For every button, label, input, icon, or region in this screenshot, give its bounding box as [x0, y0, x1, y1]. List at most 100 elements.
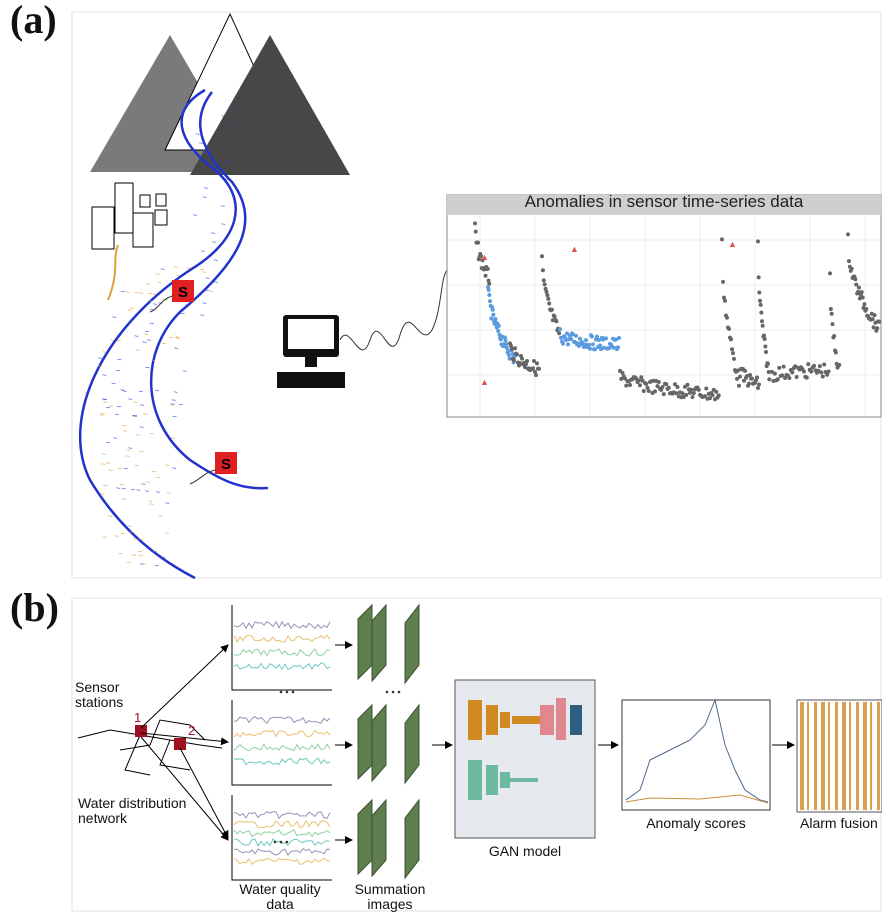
- shape: ~: [170, 401, 175, 410]
- shape: ~: [151, 356, 156, 365]
- shape: ~: [172, 413, 177, 422]
- point: [647, 389, 651, 393]
- shape: [234, 622, 330, 629]
- figure: ~~~~~~~~~~~~~~~~~~~~~~~~~~~~~~~~~~~~~~~~…: [0, 0, 882, 912]
- point: [773, 372, 777, 376]
- point: [806, 362, 810, 366]
- shape: ~: [117, 402, 122, 411]
- shape: ~: [172, 464, 177, 473]
- shape: ~: [165, 529, 170, 538]
- shape: [405, 705, 419, 783]
- point: [541, 268, 545, 272]
- shape: ~: [139, 535, 144, 544]
- label: Alarm fusion: [800, 816, 882, 831]
- station-id: 1: [134, 710, 141, 725]
- point: [628, 383, 632, 387]
- point: [873, 313, 877, 317]
- shape: ~: [113, 434, 118, 443]
- panel-label: (a): [10, 12, 57, 27]
- shape: [358, 605, 372, 679]
- point: [657, 380, 661, 384]
- shape: ~: [125, 452, 130, 461]
- point: [760, 319, 764, 323]
- shape: ~: [176, 272, 181, 281]
- point: [872, 325, 876, 329]
- shape: ~: [122, 421, 127, 430]
- shape: ~: [161, 554, 166, 563]
- point: [574, 334, 578, 338]
- point: [818, 364, 822, 368]
- shape: ~: [155, 561, 160, 570]
- shape: [234, 744, 330, 751]
- point: [764, 350, 768, 354]
- shape: ~: [111, 380, 116, 389]
- shape: ~: [103, 533, 108, 542]
- shape: ~: [195, 130, 200, 139]
- label: Water quality data: [225, 882, 335, 912]
- point: [714, 390, 718, 394]
- shape: ~: [136, 431, 141, 440]
- page: ~~~~~~~~~~~~~~~~~~~~~~~~~~~~~~~~~~~~~~~~…: [0, 0, 882, 912]
- score-plot: [622, 700, 770, 810]
- plot-title: Anomalies in sensor time-series data: [525, 192, 804, 211]
- point: [743, 369, 747, 373]
- point: [561, 342, 565, 346]
- shape: [405, 800, 419, 878]
- shape: ~: [108, 466, 113, 475]
- point: [732, 357, 736, 361]
- shape: ~: [155, 473, 160, 482]
- shape: ~: [117, 356, 122, 365]
- shape: ~: [200, 311, 205, 320]
- shape: ~: [120, 529, 125, 538]
- panel-label: (b): [10, 600, 59, 615]
- point: [763, 345, 767, 349]
- point: [758, 299, 762, 303]
- shape: ~: [227, 121, 232, 130]
- shape: ~: [204, 184, 209, 193]
- shape: ~: [145, 478, 150, 487]
- shape: ~: [108, 402, 113, 411]
- shape: ~: [139, 289, 144, 298]
- shape: ~: [201, 247, 206, 256]
- point: [834, 350, 838, 354]
- shape: ~: [102, 348, 107, 357]
- shape: ▲: [480, 252, 489, 262]
- point: [578, 337, 582, 341]
- point: [546, 297, 550, 301]
- shape: ~: [160, 265, 165, 274]
- shape: ~: [212, 238, 217, 247]
- shape: ~: [199, 139, 204, 148]
- shape: ~: [139, 388, 144, 397]
- shape: ~: [142, 338, 147, 347]
- shape: ~: [165, 499, 170, 508]
- shape: ~: [157, 279, 162, 288]
- shape: ~: [108, 512, 113, 521]
- shape: ~: [152, 290, 157, 299]
- shape: [232, 700, 332, 785]
- point: [756, 239, 760, 243]
- point: [704, 386, 708, 390]
- shape: ~: [114, 532, 119, 541]
- point: [642, 389, 646, 393]
- point: [491, 313, 495, 317]
- station: [135, 725, 147, 737]
- point: [662, 392, 666, 396]
- shape: ~: [202, 148, 207, 157]
- point: [782, 365, 786, 369]
- point: [587, 343, 591, 347]
- shape: [842, 702, 846, 810]
- shape: ~: [97, 362, 102, 371]
- shape: ~: [100, 409, 105, 418]
- shape: ~: [130, 485, 135, 494]
- point: [720, 237, 724, 241]
- point: [853, 277, 857, 281]
- signal-plots: [232, 605, 332, 880]
- shape: ~: [133, 412, 138, 421]
- shape: ~: [128, 522, 133, 531]
- shape: [234, 717, 330, 724]
- point: [617, 336, 621, 340]
- point: [553, 314, 557, 318]
- point: [877, 320, 881, 324]
- shape: ~: [205, 274, 210, 283]
- point: [766, 362, 770, 366]
